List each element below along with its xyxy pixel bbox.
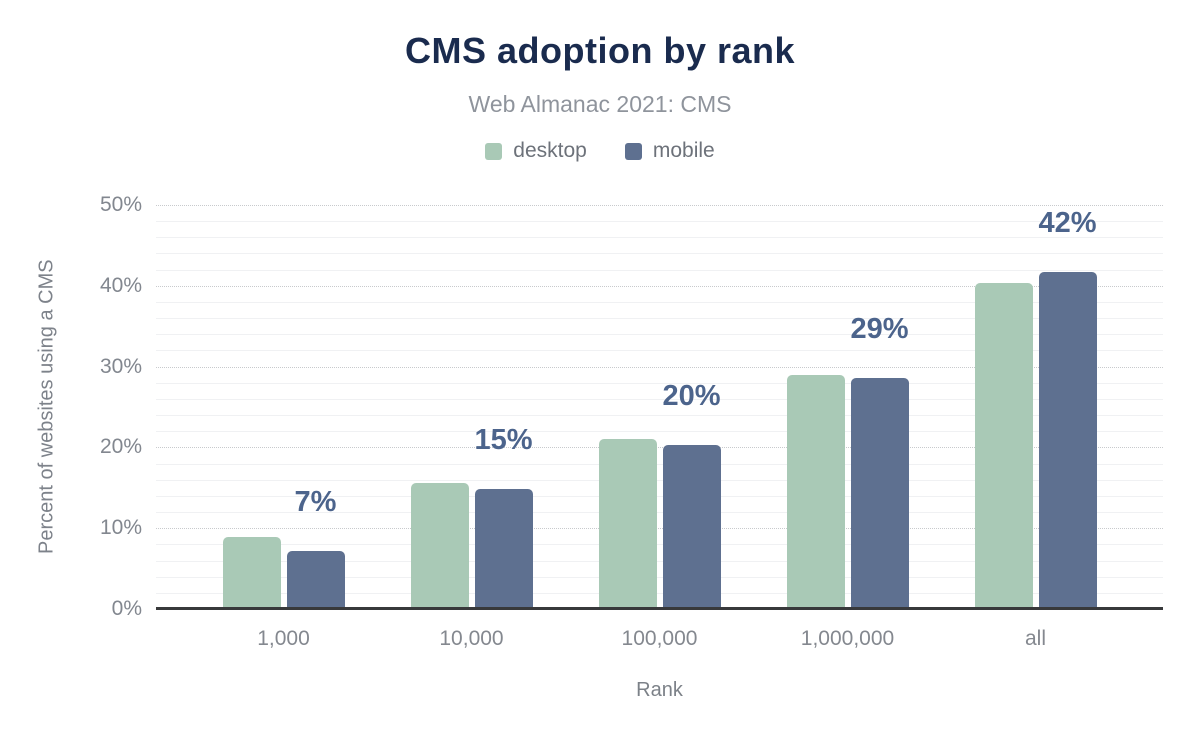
gridline-minor <box>156 269 1163 271</box>
gridline-minor <box>156 592 1163 594</box>
x-tick-label: all <box>1024 627 1046 650</box>
legend-label-mobile: mobile <box>652 139 715 162</box>
gridline-major <box>156 285 1163 287</box>
legend-swatch-mobile <box>624 142 642 160</box>
y-tick-label: 10% <box>99 516 142 540</box>
chart-subtitle: Web Almanac 2021: CMS <box>468 91 732 117</box>
gridline-minor <box>156 398 1163 400</box>
value-annotation: 42% <box>1038 207 1097 240</box>
x-axis-title: Rank <box>636 679 683 701</box>
gridline-minor <box>156 576 1163 578</box>
y-tick-label: 40% <box>99 273 142 297</box>
legend-item-mobile[interactable]: mobile <box>624 139 715 163</box>
gridline-minor <box>156 301 1163 303</box>
bar-mobile-100000[interactable] <box>662 444 721 609</box>
bar-desktop-all[interactable] <box>974 282 1033 609</box>
gridline-minor <box>156 544 1163 546</box>
value-annotation: 15% <box>474 423 533 456</box>
value-annotation: 29% <box>850 312 909 345</box>
bar-desktop-10000[interactable] <box>410 482 469 609</box>
chart-title: CMS adoption by rank <box>404 30 796 71</box>
legend: desktop mobile <box>0 139 1200 163</box>
y-axis-title: Percent of websites using a CMS <box>35 259 58 555</box>
gridline-minor <box>156 318 1163 320</box>
bar-mobile-1000[interactable] <box>286 550 345 609</box>
gridline-major <box>156 447 1163 449</box>
gridline-minor <box>156 479 1163 481</box>
y-tick-label: 20% <box>99 435 142 459</box>
gridline-minor <box>156 415 1163 417</box>
gridline-minor <box>156 350 1163 352</box>
gridline-minor <box>156 512 1163 514</box>
gridline-minor <box>156 237 1163 239</box>
gridline-major <box>156 528 1163 530</box>
x-tick-label: 100,000 <box>621 627 698 650</box>
value-annotation: 7% <box>294 485 337 518</box>
y-tick-label: 0% <box>111 597 142 620</box>
x-tick-label: 1,000 <box>257 627 310 650</box>
bar-mobile-all[interactable] <box>1038 272 1097 609</box>
gridline-minor <box>156 560 1163 562</box>
x-tick-label: 1,000,000 <box>800 627 895 650</box>
legend-label-desktop: desktop <box>513 139 587 162</box>
gridline-minor <box>156 431 1163 433</box>
legend-swatch-desktop <box>485 142 503 160</box>
gridline-minor <box>156 463 1163 465</box>
bar-mobile-1000000[interactable] <box>850 377 909 609</box>
x-axis-line <box>156 607 1163 610</box>
gridline-minor <box>156 495 1163 497</box>
bar-desktop-1000000[interactable] <box>786 374 845 609</box>
bar-desktop-1000[interactable] <box>222 537 281 609</box>
gridline-major <box>156 366 1163 368</box>
gridline-minor <box>156 382 1163 384</box>
y-tick-label: 30% <box>99 354 142 378</box>
legend-item-desktop[interactable]: desktop <box>485 139 587 163</box>
x-tick-label: 10,000 <box>439 627 504 650</box>
y-tick-label: 50% <box>99 193 142 216</box>
gridline-minor <box>156 221 1163 223</box>
bar-mobile-10000[interactable] <box>474 488 533 609</box>
value-annotation: 20% <box>662 379 721 412</box>
plot-area: 7% 15% 20% 29% 42% <box>156 205 1163 609</box>
gridline-major <box>156 205 1163 206</box>
bar-desktop-100000[interactable] <box>598 438 657 609</box>
gridline-minor <box>156 253 1163 255</box>
gridline-minor <box>156 334 1163 336</box>
